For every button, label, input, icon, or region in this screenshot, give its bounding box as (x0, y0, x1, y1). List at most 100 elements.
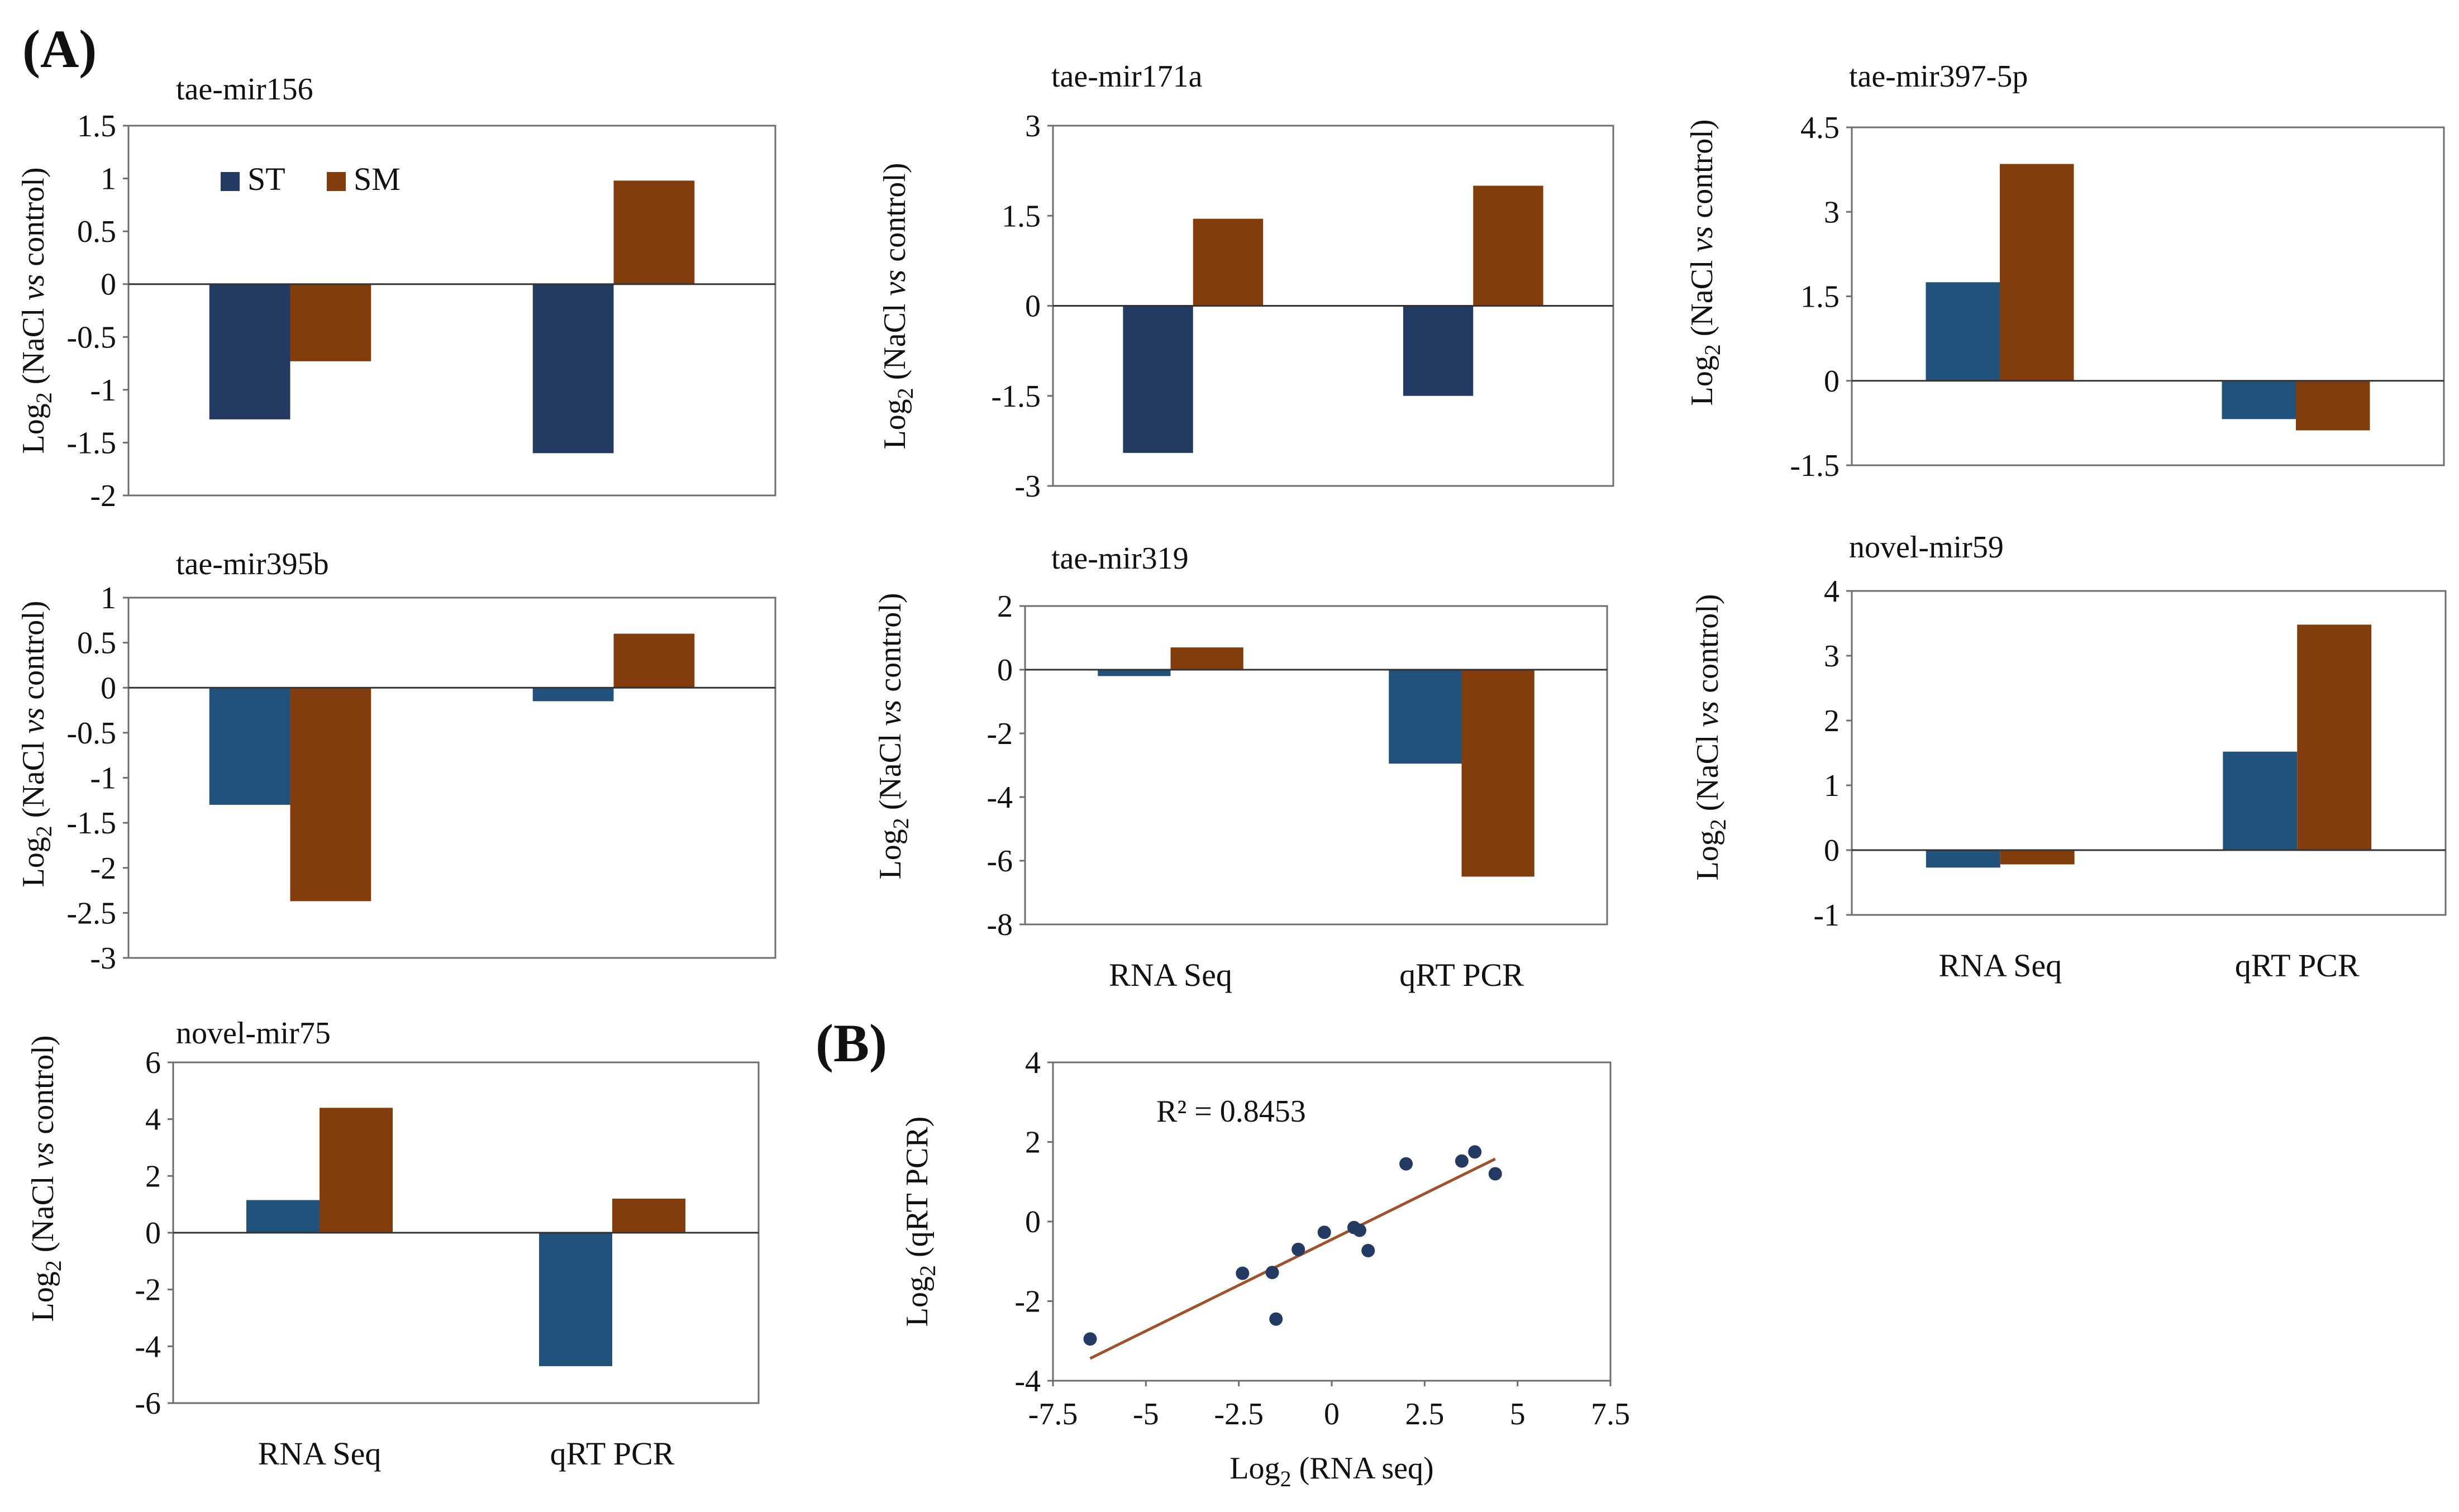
y-tick-label: 4.5 (1800, 111, 1840, 145)
x-axis-title: Log2 (RNA seq) (1230, 1451, 1433, 1491)
legend-swatch-st (221, 172, 240, 191)
chart-tae-mir397-5p: 4.5 3 1.5 0 -1.5 tae-mir397-5p Log2 (NaCl vs c… (1685, 59, 2445, 483)
y-tick-label: -3 (1014, 469, 1041, 504)
bar-sm-qrt-pcr (612, 1199, 685, 1233)
bar-sm-rna-seq (290, 688, 371, 902)
scatter-point (1361, 1244, 1375, 1258)
bar-sm-qrt-pcr (2297, 624, 2372, 850)
y-tick-label: 1.5 (77, 109, 116, 144)
y-tick-label: 1 (101, 162, 116, 197)
bar-st-rna-seq (1123, 306, 1193, 453)
category-label: qRT PCR (2235, 947, 2360, 984)
bar-sm-qrt-pcr (2296, 380, 2370, 431)
y-tick-label: -1 (90, 373, 116, 408)
x-tick-label: -2.5 (1214, 1397, 1264, 1432)
scatter-point (1488, 1167, 1502, 1181)
y-tick-label: -1.5 (1790, 449, 1840, 483)
chart-tae-mir156: 1.5 1 0.5 0 -0.5 -1 -1.5 -2 tae-mir156 Log2 (NaCl… (16, 72, 776, 513)
bar-sm-qrt-pcr (1461, 670, 1535, 877)
y-tick-label: 0 (997, 653, 1013, 688)
y-tick-label: 1 (1824, 769, 1840, 803)
scatter-point (1399, 1157, 1413, 1171)
x-tick-label: 0 (1324, 1397, 1340, 1432)
chart-tae-mir319: 2 0 -2 -4 -6 -8 tae-mir319 Log2 (NaCl vs contro… (873, 541, 1608, 993)
scatter-point (1269, 1312, 1283, 1326)
y-axis-title: Log2 (NaCl vs control) (1685, 119, 1725, 406)
bar-st-rna-seq (1098, 670, 1171, 676)
scatter-point (1317, 1225, 1331, 1239)
chart-tae-mir395b: 1 0.5 0 -0.5 -1 -1.5 -2 -2.5 -3 tae-mir395b Log2 (… (16, 547, 776, 976)
bar-sm-rna-seq (1193, 218, 1264, 306)
y-tick-label: 4 (1824, 574, 1840, 609)
scatter-point (1083, 1332, 1097, 1346)
bar-sm-rna-seq (2000, 164, 2074, 381)
legend-label-sm: SM (354, 161, 401, 197)
y-tick-label: -6 (987, 844, 1013, 879)
scatter-point (1236, 1266, 1250, 1280)
y-tick-label: -1.5 (66, 806, 116, 841)
scatter-point (1292, 1242, 1305, 1256)
scatter-point (1455, 1154, 1469, 1168)
y-axis-title: Log2 (NaCl vs control) (873, 593, 913, 879)
bar-sm-rna-seq (2000, 850, 2075, 865)
panel-label-b: (B) (816, 1013, 887, 1073)
bar-sm-qrt-pcr (613, 180, 695, 284)
y-tick-label: -0.5 (66, 716, 116, 751)
category-label: qRT PCR (1399, 957, 1524, 993)
y-tick-label: -4 (987, 780, 1013, 815)
y-tick-label: 3 (1824, 195, 1840, 230)
x-tick-label: 2.5 (1405, 1397, 1444, 1432)
y-tick-label: 6 (145, 1046, 161, 1080)
bar-st-qrt-pcr (2222, 380, 2296, 419)
y-tick-label: 0 (145, 1216, 161, 1251)
legend-swatch-sm (327, 172, 346, 191)
trendline (1089, 1157, 1496, 1360)
bar-st-qrt-pcr (1389, 670, 1462, 764)
y-tick-label: -4 (1014, 1364, 1041, 1399)
scatter-point (1265, 1266, 1279, 1280)
bar-st-rna-seq (246, 1200, 320, 1233)
y-tick-label: 0 (1824, 833, 1840, 868)
scatter-point (1468, 1145, 1482, 1159)
x-tick-label: 5 (1510, 1397, 1526, 1432)
chart-title: novel-mir75 (176, 1016, 331, 1051)
bar-st-qrt-pcr (532, 688, 614, 702)
chart-title: tae-mir397-5p (1849, 59, 2028, 94)
y-tick-label: -8 (987, 908, 1013, 942)
plot-frame (1851, 590, 2447, 916)
x-tick-label: 7.5 (1591, 1397, 1630, 1432)
y-tick-label: 2 (1025, 1125, 1041, 1160)
category-label: RNA Seq (258, 1435, 382, 1472)
y-tick-label: 1.5 (1002, 199, 1041, 233)
bar-st-qrt-pcr (2223, 751, 2298, 850)
y-tick-label: -2 (90, 479, 116, 513)
y-tick-label: 0 (101, 671, 116, 705)
category-label: RNA Seq (1938, 947, 2062, 984)
y-axis-title: Log2 (NaCl vs control) (26, 1035, 66, 1322)
y-tick-label: 0 (1824, 364, 1840, 399)
y-tick-label: -2 (1014, 1285, 1041, 1319)
chart-novel-mir75: 6 4 2 0 -2 -4 -6 novel-mir75 Log2 (NaCl vs contr… (26, 1016, 760, 1472)
x-tick-label: -5 (1133, 1397, 1159, 1432)
chart-title: tae-mir156 (176, 72, 313, 107)
bar-sm-rna-seq (290, 284, 371, 361)
y-tick-label: -2 (90, 851, 116, 886)
y-tick-label: -4 (135, 1329, 161, 1364)
chart-title: tae-mir395b (176, 547, 329, 581)
bar-sm-rna-seq (1170, 647, 1243, 670)
y-tick-label: -6 (135, 1386, 161, 1421)
legend-label-st: ST (247, 161, 285, 197)
y-axis-title: Log2 (NaCl vs control) (878, 163, 918, 449)
r-squared-annotation: R² = 0.8453 (1156, 1094, 1306, 1129)
y-tick-label: -2.5 (66, 896, 116, 931)
chart-novel-mir59: 4 3 2 1 0 -1 novel-mir59 Log2 (NaCl vs control)… (1690, 530, 2447, 984)
chart-title: novel-mir59 (1849, 530, 2004, 565)
bar-st-rna-seq (1926, 282, 2000, 381)
chart-title: tae-mir319 (1051, 541, 1189, 576)
y-axis-title: Log2 (NaCl vs control) (1690, 594, 1731, 880)
bar-sm-qrt-pcr (613, 633, 695, 688)
y-tick-label: -3 (90, 941, 116, 976)
y-axis-title: Log2 (NaCl vs control) (16, 600, 56, 887)
y-axis-title: Log2 (qRT PCR) (900, 1117, 940, 1327)
